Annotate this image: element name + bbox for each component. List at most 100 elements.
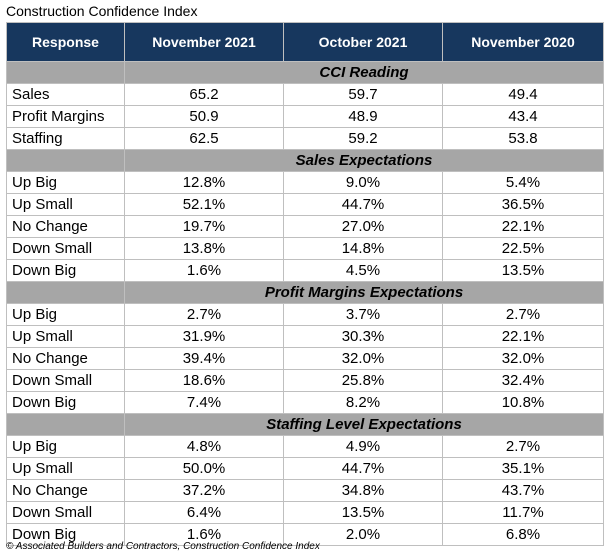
column-header-nov-2020: November 2020 xyxy=(442,22,604,62)
table-cell-value: 43.7% xyxy=(442,479,604,502)
table-cell-value: 13.5% xyxy=(442,259,604,282)
table-cell-value: 19.7% xyxy=(124,215,284,238)
row-label: Down Small xyxy=(6,237,125,260)
table-cell-value: 11.7% xyxy=(442,501,604,524)
row-label: No Change xyxy=(6,479,125,502)
cci-table: Response November 2021 October 2021 Nove… xyxy=(6,22,604,546)
table-cell-value: 3.7% xyxy=(283,303,443,326)
table-row: Up Big 12.8% 9.0% 5.4% xyxy=(6,171,604,194)
table-cell-value: 13.5% xyxy=(283,501,443,524)
section-header-spacer xyxy=(6,413,125,436)
table-cell-value: 7.4% xyxy=(124,391,284,414)
source-footnote: © Associated Builders and Contractors, C… xyxy=(6,541,320,552)
table-row: Staffing 62.5 59.2 53.8 xyxy=(6,127,604,150)
table-cell-value: 48.9 xyxy=(283,105,443,128)
table-cell-value: 44.7% xyxy=(283,457,443,480)
section-header-spacer xyxy=(6,149,125,172)
table-row: Profit Margins 50.9 48.9 43.4 xyxy=(6,105,604,128)
row-label: No Change xyxy=(6,215,125,238)
table-row: Up Small 50.0% 44.7% 35.1% xyxy=(6,457,604,480)
table-cell-value: 2.7% xyxy=(124,303,284,326)
table-cell-value: 13.8% xyxy=(124,237,284,260)
row-label: Profit Margins xyxy=(6,105,125,128)
section-header-row: CCI Reading xyxy=(6,61,604,84)
table-title: Construction Confidence Index xyxy=(6,3,198,19)
table-cell-value: 4.8% xyxy=(124,435,284,458)
table-cell-value: 2.7% xyxy=(442,435,604,458)
row-label: Up Big xyxy=(6,303,125,326)
table-row: No Change 37.2% 34.8% 43.7% xyxy=(6,479,604,502)
table-cell-value: 32.0% xyxy=(442,347,604,370)
table-cell-value: 35.1% xyxy=(442,457,604,480)
table-cell-value: 52.1% xyxy=(124,193,284,216)
header-row: Response November 2021 October 2021 Nove… xyxy=(6,22,604,62)
table-cell-value: 10.8% xyxy=(442,391,604,414)
table-cell-value: 31.9% xyxy=(124,325,284,348)
table-row: Down Small 18.6% 25.8% 32.4% xyxy=(6,369,604,392)
row-label: Staffing xyxy=(6,127,125,150)
table-cell-value: 6.4% xyxy=(124,501,284,524)
section-title: CCI Reading xyxy=(124,61,604,84)
table-cell-value: 32.0% xyxy=(283,347,443,370)
section-title: Staffing Level Expectations xyxy=(124,413,604,436)
table-cell-value: 22.1% xyxy=(442,215,604,238)
section-title: Sales Expectations xyxy=(124,149,604,172)
table-cell-value: 32.4% xyxy=(442,369,604,392)
table-row: Up Big 2.7% 3.7% 2.7% xyxy=(6,303,604,326)
table-cell-value: 6.8% xyxy=(442,523,604,546)
table-row: Down Small 13.8% 14.8% 22.5% xyxy=(6,237,604,260)
section-header-row: Sales Expectations xyxy=(6,149,604,172)
table-cell-value: 1.6% xyxy=(124,259,284,282)
table-cell-value: 59.2 xyxy=(283,127,443,150)
table-cell-value: 36.5% xyxy=(442,193,604,216)
row-label: Up Small xyxy=(6,325,125,348)
row-label: Up Small xyxy=(6,457,125,480)
table-cell-value: 44.7% xyxy=(283,193,443,216)
table-row: Down Big 1.6% 4.5% 13.5% xyxy=(6,259,604,282)
table-row: Up Small 52.1% 44.7% 36.5% xyxy=(6,193,604,216)
table-cell-value: 5.4% xyxy=(442,171,604,194)
table-cell-value: 2.0% xyxy=(283,523,443,546)
table-row: Down Small 6.4% 13.5% 11.7% xyxy=(6,501,604,524)
row-label: Up Big xyxy=(6,435,125,458)
table-row: Sales 65.2 59.7 49.4 xyxy=(6,83,604,106)
table-cell-value: 30.3% xyxy=(283,325,443,348)
table-cell-value: 8.2% xyxy=(283,391,443,414)
table-cell-value: 2.7% xyxy=(442,303,604,326)
row-label: Down Big xyxy=(6,391,125,414)
row-label: Down Small xyxy=(6,501,125,524)
column-header-nov-2021: November 2021 xyxy=(124,22,284,62)
table-row: Down Big 7.4% 8.2% 10.8% xyxy=(6,391,604,414)
table-cell-value: 25.8% xyxy=(283,369,443,392)
table-cell-value: 53.8 xyxy=(442,127,604,150)
table-cell-value: 9.0% xyxy=(283,171,443,194)
table-row: Up Small 31.9% 30.3% 22.1% xyxy=(6,325,604,348)
table-row: Down Big 1.6% 2.0% 6.8% xyxy=(6,523,604,546)
table-cell-value: 43.4 xyxy=(442,105,604,128)
section-header-spacer xyxy=(6,61,125,84)
column-header-response: Response xyxy=(6,22,125,62)
table-row: Up Big 4.8% 4.9% 2.7% xyxy=(6,435,604,458)
table-body: CCI Reading Sales 65.2 59.7 49.4 Profit Margi… xyxy=(6,61,604,546)
row-label: Down Big xyxy=(6,259,125,282)
row-label: Up Big xyxy=(6,171,125,194)
table-cell-value: 50.0% xyxy=(124,457,284,480)
table-cell-value: 49.4 xyxy=(442,83,604,106)
column-header-oct-2021: October 2021 xyxy=(283,22,443,62)
section-header-spacer xyxy=(6,281,125,304)
row-label: Down Big xyxy=(6,523,125,546)
row-label: Up Small xyxy=(6,193,125,216)
table-cell-value: 50.9 xyxy=(124,105,284,128)
row-label: No Change xyxy=(6,347,125,370)
table-cell-value: 22.5% xyxy=(442,237,604,260)
row-label: Down Small xyxy=(6,369,125,392)
section-header-row: Staffing Level Expectations xyxy=(6,413,604,436)
table-cell-value: 12.8% xyxy=(124,171,284,194)
table-cell-value: 37.2% xyxy=(124,479,284,502)
table-cell-value: 4.9% xyxy=(283,435,443,458)
table-row: No Change 39.4% 32.0% 32.0% xyxy=(6,347,604,370)
table-cell-value: 39.4% xyxy=(124,347,284,370)
table-cell-value: 4.5% xyxy=(283,259,443,282)
table-cell-value: 62.5 xyxy=(124,127,284,150)
table-cell-value: 27.0% xyxy=(283,215,443,238)
